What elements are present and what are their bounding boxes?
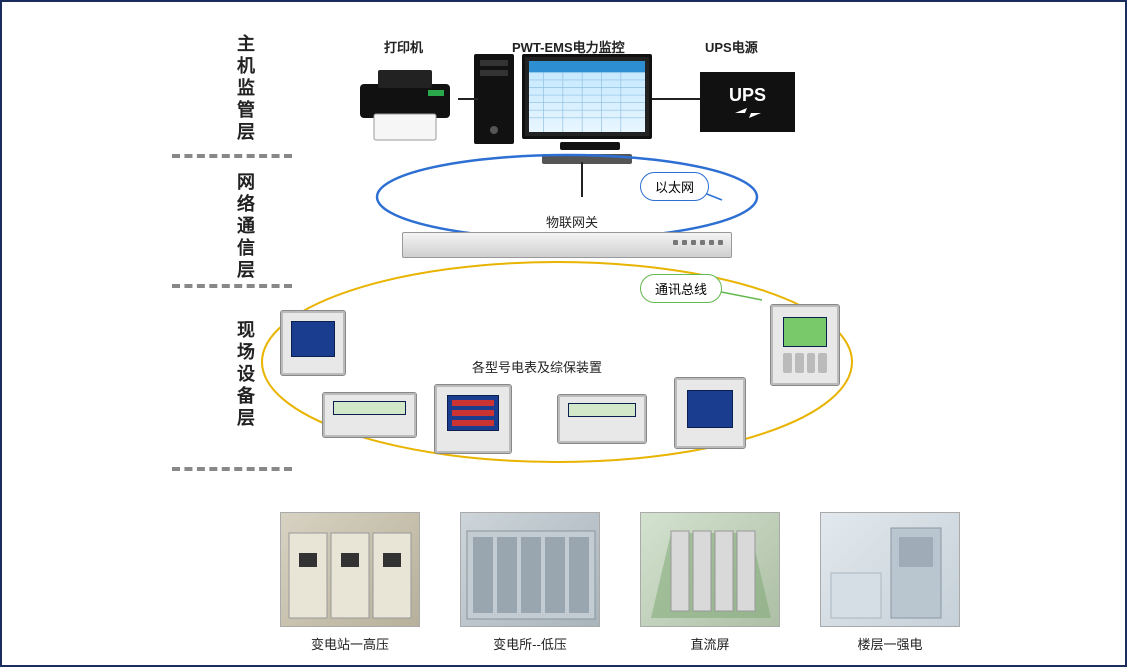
divider-2 [172, 284, 292, 288]
layer-label-network: 网络通信层 [232, 172, 258, 282]
label-bus: 通讯总线 [640, 274, 722, 303]
label-printer: 打印机 [384, 37, 423, 56]
photo-2 [460, 512, 600, 627]
layer-label-field: 现场设备层 [232, 320, 258, 430]
photo-4 [820, 512, 960, 627]
photo-3-caption: 直流屏 [640, 634, 780, 653]
meter-5 [674, 377, 746, 449]
meter-4 [557, 394, 647, 444]
monitor-stand [560, 142, 620, 150]
ups-icon: UPS [700, 72, 795, 132]
label-ethernet: 以太网 [640, 172, 709, 201]
photo-1-caption: 变电站一高压 [280, 634, 420, 653]
photo-2-caption: 变电所--低压 [460, 634, 600, 653]
meter-6 [770, 304, 840, 386]
label-field-devices: 各型号电表及综保装置 [472, 357, 602, 376]
label-gateway: 物联网关 [546, 212, 598, 231]
layer-label-host: 主机监管层 [232, 34, 258, 144]
wire-printer-pc [458, 98, 478, 100]
photo-4-caption: 楼层一强电 [820, 634, 960, 653]
meter-1 [280, 310, 346, 376]
photo-1 [280, 512, 420, 627]
gateway-icon [402, 232, 732, 258]
diagram-frame: 主机监管层 网络通信层 现场设备层 打印机 PWT-EMS电力监控 UPS电源 [0, 0, 1127, 667]
pc-tower-icon [474, 54, 514, 144]
printer-icon [350, 64, 460, 134]
ups-text: UPS [729, 85, 766, 106]
monitor-icon [522, 54, 652, 139]
label-ups: UPS电源 [705, 37, 758, 56]
wire-monitor-ups [652, 98, 701, 100]
keyboard-icon [542, 154, 632, 164]
divider-1 [172, 154, 292, 158]
meter-3 [434, 384, 512, 454]
monitor-screen [529, 61, 645, 132]
divider-3 [172, 467, 292, 471]
photo-3 [640, 512, 780, 627]
meter-2 [322, 392, 417, 438]
